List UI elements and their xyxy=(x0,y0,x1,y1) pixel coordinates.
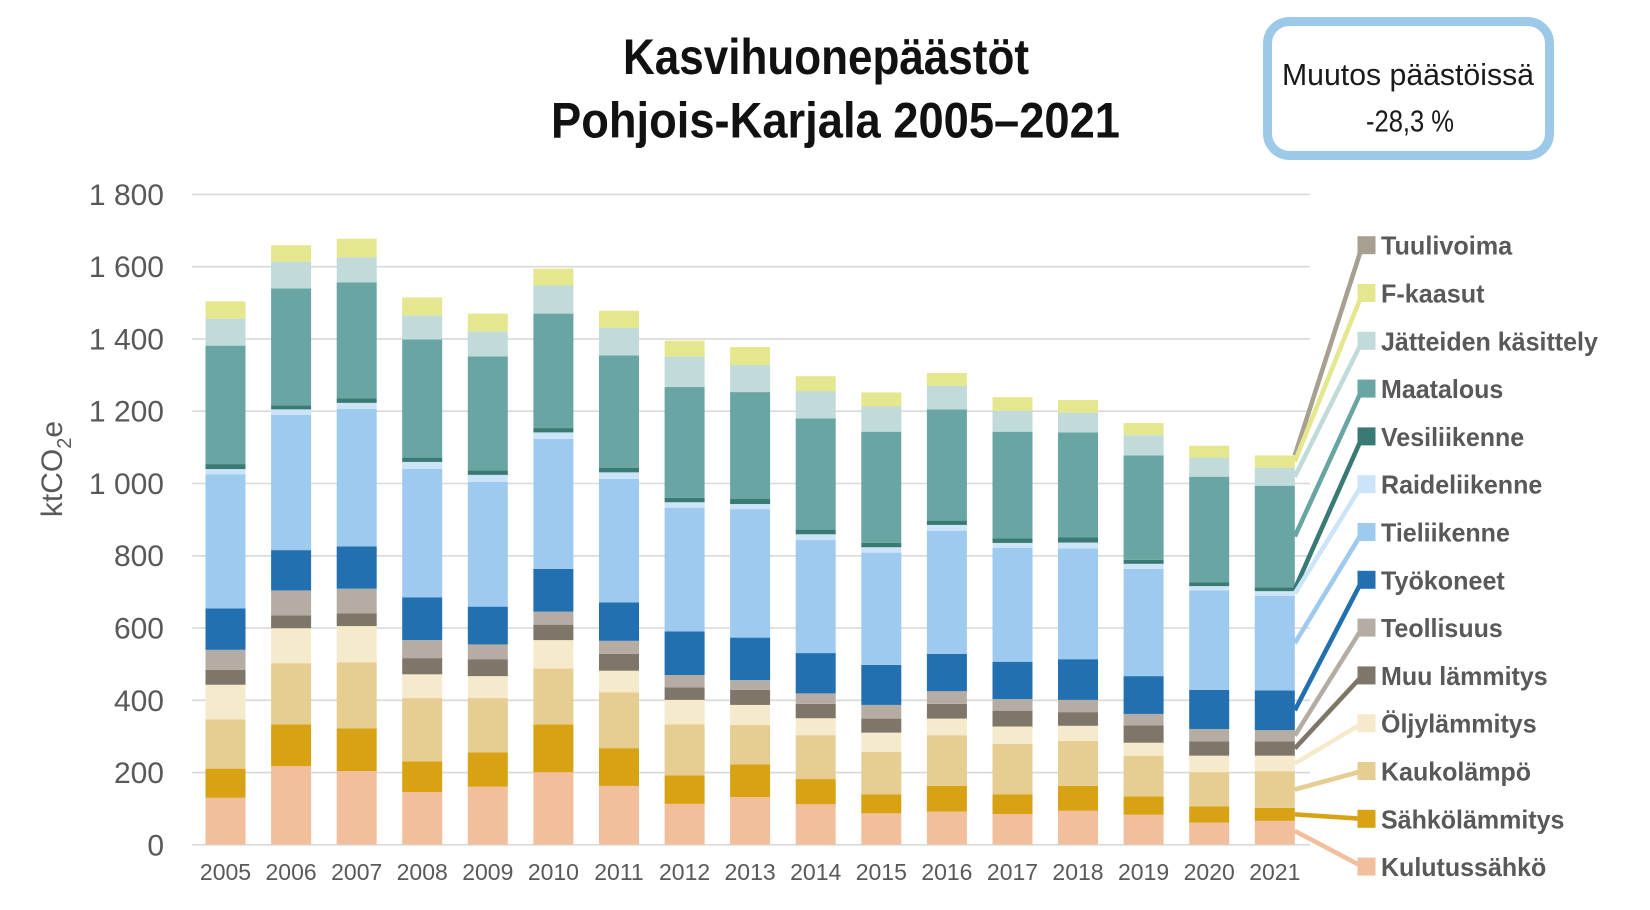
svg-text:2017: 2017 xyxy=(987,859,1038,885)
svg-text:Tuulivoima: Tuulivoima xyxy=(1381,231,1513,261)
svg-text:1 800: 1 800 xyxy=(89,179,164,212)
svg-text:Teollisuus: Teollisuus xyxy=(1381,613,1503,643)
svg-text:2016: 2016 xyxy=(921,859,972,885)
svg-text:2009: 2009 xyxy=(462,859,513,885)
svg-text:1 000: 1 000 xyxy=(89,468,164,501)
svg-text:2005: 2005 xyxy=(200,859,251,885)
svg-text:Tieliikenne: Tieliikenne xyxy=(1381,518,1510,548)
svg-text:2010: 2010 xyxy=(528,859,579,885)
svg-text:600: 600 xyxy=(114,613,164,646)
svg-text:Kulutussähkö: Kulutussähkö xyxy=(1381,852,1546,882)
svg-text:2015: 2015 xyxy=(856,859,907,885)
svg-text:2008: 2008 xyxy=(397,859,448,885)
svg-text:2019: 2019 xyxy=(1118,859,1169,885)
svg-text:2014: 2014 xyxy=(790,859,841,885)
svg-text:2012: 2012 xyxy=(659,859,710,885)
svg-text:1 400: 1 400 xyxy=(89,323,164,356)
svg-text:0: 0 xyxy=(147,829,164,862)
svg-text:Jätteiden käsittely: Jätteiden käsittely xyxy=(1381,326,1598,356)
svg-text:1 200: 1 200 xyxy=(89,396,164,429)
svg-text:Muu lämmitys: Muu lämmitys xyxy=(1381,661,1548,691)
svg-text:-28,3 %: -28,3 % xyxy=(1366,104,1454,139)
svg-text:2006: 2006 xyxy=(266,859,317,885)
svg-text:2011: 2011 xyxy=(594,859,643,885)
svg-text:1 600: 1 600 xyxy=(89,251,164,284)
svg-text:Työkoneet: Työkoneet xyxy=(1381,565,1505,595)
svg-text:Vesiliikenne: Vesiliikenne xyxy=(1381,422,1524,452)
svg-text:Muutos päästöissä: Muutos päästöissä xyxy=(1282,57,1535,92)
svg-text:Raideliikenne: Raideliikenne xyxy=(1381,470,1542,500)
svg-text:200: 200 xyxy=(114,757,164,790)
svg-text:Kasvihuonepäästöt: Kasvihuonepäästöt xyxy=(623,29,1029,85)
svg-text:2007: 2007 xyxy=(331,859,382,885)
svg-text:2020: 2020 xyxy=(1184,859,1235,885)
svg-text:400: 400 xyxy=(114,685,164,718)
svg-text:Öljylämmitys: Öljylämmitys xyxy=(1381,709,1537,739)
svg-text:F-kaasut: F-kaasut xyxy=(1381,279,1485,309)
svg-text:Maatalous: Maatalous xyxy=(1381,374,1503,404)
svg-text:Pohjois-Karjala 2005–2021: Pohjois-Karjala 2005–2021 xyxy=(551,93,1120,149)
svg-text:2013: 2013 xyxy=(725,859,776,885)
svg-text:800: 800 xyxy=(114,540,164,573)
svg-text:2021: 2021 xyxy=(1249,859,1300,885)
svg-text:2018: 2018 xyxy=(1052,859,1103,885)
svg-text:Kaukolämpö: Kaukolämpö xyxy=(1381,757,1531,787)
svg-text:Sähkölämmitys: Sähkölämmitys xyxy=(1381,804,1564,834)
